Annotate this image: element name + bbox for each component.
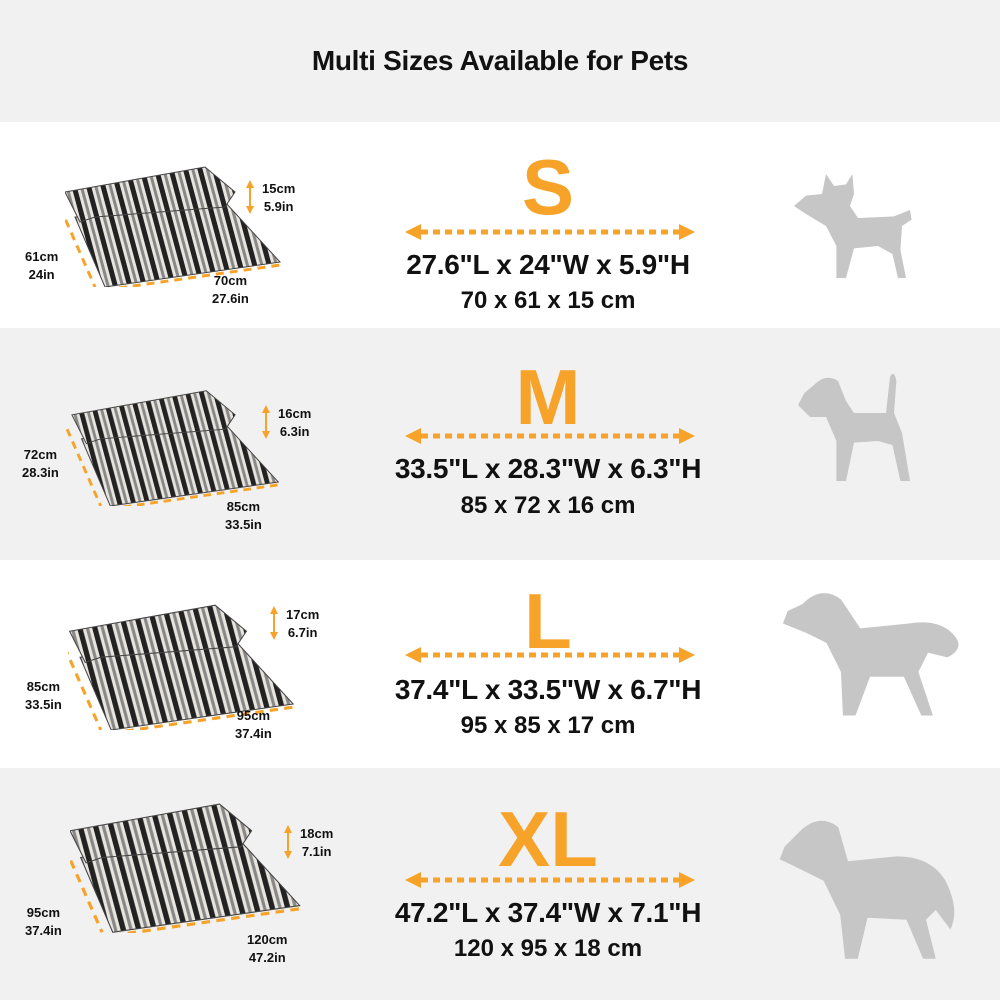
height-label: 16cm 6.3in [278, 406, 312, 439]
page-title: Multi Sizes Available for Pets [311, 45, 689, 76]
depth-label: 61cm 24in [25, 249, 59, 282]
size-row-0: 15cm 5.9in 61cm 24in 70cm 27.6in S 27.6"L x… [0, 122, 1000, 328]
width-arrow-icon [405, 224, 695, 240]
height-label: 18cm 7.1in [300, 826, 334, 859]
arrow-wrap [405, 872, 695, 888]
small-dog-icon [794, 174, 912, 278]
dimensions-cm: 85 x 72 x 16 cm [460, 492, 636, 519]
height-arrow-icon [284, 825, 292, 859]
width-arrow-icon [405, 872, 695, 888]
medium-dog-icon [798, 373, 910, 481]
height-arrow-icon [262, 405, 270, 439]
size-row-1: 16cm 6.3in 72cm 28.3in 85cm 33.5in M 33.5"L… [0, 328, 1000, 560]
size-row-3: 18cm 7.1in 95cm 37.4in 120cm 47.2in XL 47.2… [0, 768, 1000, 1000]
pet-bed-image [70, 803, 301, 933]
depth-label: 85cm 33.5in [25, 679, 62, 712]
depth-label: 95cm 37.4in [25, 905, 62, 938]
pet-bed-image [68, 604, 295, 730]
size-letter: S [521, 143, 575, 231]
dimensions-cm: 95 x 85 x 17 cm [460, 712, 636, 739]
dimensions-inches: 27.6"L x 24"W x 5.9"H [406, 249, 690, 280]
width-label: 120cm 47.2in [247, 932, 288, 965]
width-label: 85cm 33.5in [225, 499, 262, 532]
width-label: 70cm 27.6in [212, 273, 249, 306]
width-label: 95cm 37.4in [235, 708, 272, 741]
dimensions-inches: 47.2"L x 37.4"W x 7.1"H [394, 897, 702, 928]
depth-label: 72cm 28.3in [22, 447, 59, 480]
width-arrow-icon [405, 647, 695, 663]
dimensions-cm: 120 x 95 x 18 cm [453, 935, 643, 962]
height-arrow-icon [246, 180, 254, 214]
width-arrow-icon [405, 428, 695, 444]
size-letter: M [515, 353, 581, 441]
pet-bed-image [65, 390, 280, 506]
arrow-wrap [405, 647, 695, 663]
arrow-wrap [405, 224, 695, 240]
dimensions-cm: 70 x 61 x 15 cm [460, 287, 636, 314]
arrow-wrap [405, 428, 695, 444]
size-letter: XL [498, 795, 598, 883]
pet-bed-image [65, 166, 282, 287]
size-row-2: 17cm 6.7in 85cm 33.5in 95cm 37.4in L 37.4"L… [0, 560, 1000, 768]
dimensions-inches: 33.5"L x 28.3"W x 6.3"H [394, 453, 702, 484]
xl-dog-icon [779, 820, 955, 959]
large-dog-icon [782, 593, 959, 716]
height-arrow-icon [270, 606, 278, 640]
height-label: 17cm 6.7in [286, 607, 320, 640]
height-label: 15cm 5.9in [262, 181, 296, 214]
dimensions-inches: 37.4"L x 33.5"W x 6.7"H [394, 674, 702, 705]
size-letter: L [524, 577, 572, 665]
header-band: Multi Sizes Available for Pets [0, 0, 1000, 122]
